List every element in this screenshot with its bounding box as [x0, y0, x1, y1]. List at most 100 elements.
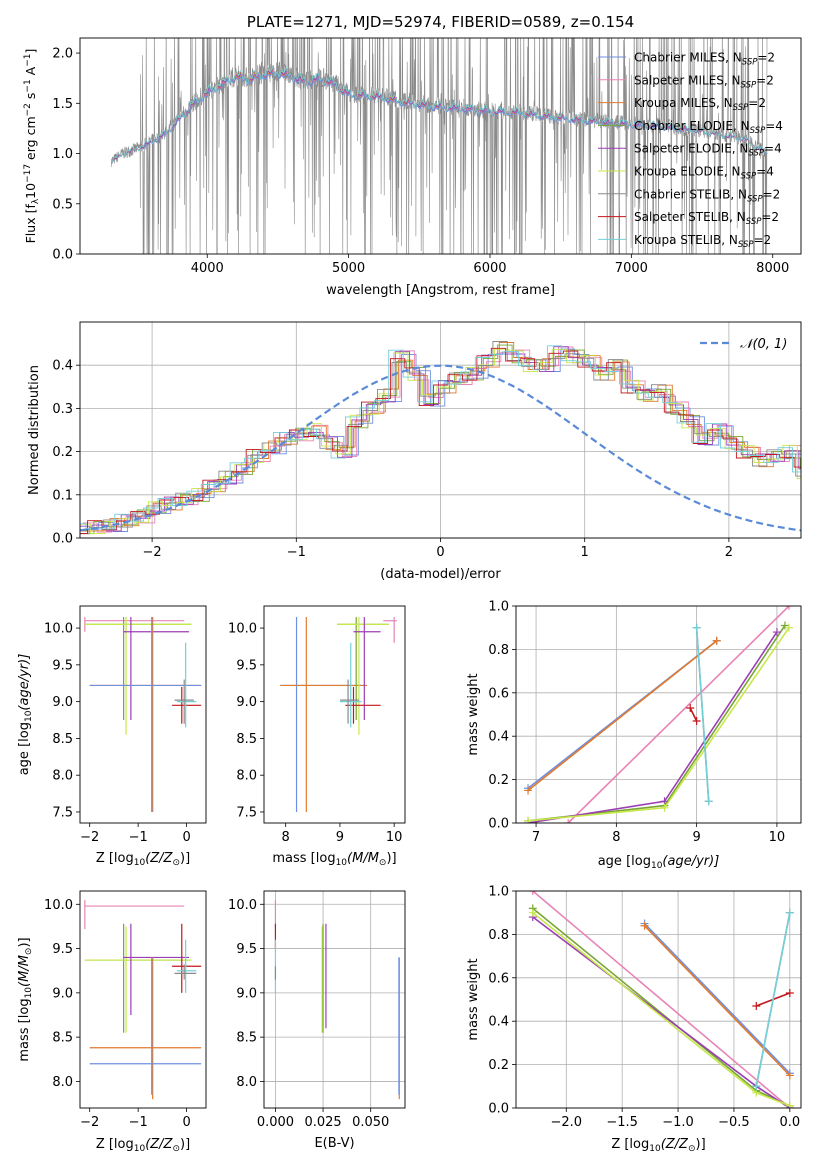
age_vs_mass-xtick-label: 9 [336, 830, 344, 845]
spectrum-model-kroupa_stelib [110, 66, 768, 164]
spectrum-legend-label: Salpeter STELIB, NSSP=2 [634, 210, 779, 227]
age_vs_z-axes: −2 −1 0 7.5 8.0 8.5 9.0 9.5 10.0 [44, 606, 206, 845]
massweight_vs_z-line-kroupa_miles [643, 925, 791, 1077]
age_vs_z-ytick-label: 9.5 [52, 658, 73, 673]
spectrum-ytick-label: 0.0 [52, 248, 73, 263]
age_vs_mass-xtick-label: 8 [282, 830, 290, 845]
spectrum-xlabel: wavelength [Angstrom, rest frame] [326, 283, 555, 298]
mass_vs_z-xtick-label: 0 [182, 1115, 190, 1130]
massweight_vs_age-ytick-label: 0.6 [488, 686, 509, 701]
spectrum-legend-label: Kroupa MILES, NSSP=2 [634, 96, 766, 113]
mass_vs_ebv-ytick-label: 10.0 [228, 898, 257, 913]
massweight_vs_z-xtick-label: −0.5 [718, 1115, 750, 1130]
residuals-xlabel: (data-model)/error [380, 567, 501, 582]
mass_vs_z-xtick-label: −2 [80, 1115, 99, 1130]
residuals-xtick-label: 2 [725, 545, 733, 560]
residuals-xtick-label: −1 [287, 545, 306, 560]
massweight_vs_z-marker [785, 908, 794, 917]
residuals-ytick-label: 0.3 [52, 402, 73, 417]
mass_vs_ebv-ytick-label: 9.5 [236, 942, 257, 957]
massweight_vs_z-ytick-label: 0.8 [488, 928, 509, 943]
massweight_vs_age-ylabel: mass weight [466, 673, 481, 755]
spectrum-ylabel: Flux [fλ10−17 erg cm−2 s−1 A−1] [23, 49, 41, 244]
mass_vs_ebv-xtick-label: 0.025 [304, 1115, 341, 1130]
age_vs_mass-frame [263, 605, 406, 824]
massweight_vs_age-marker [564, 819, 573, 823]
residuals-ytick-label: 0.0 [52, 532, 73, 547]
massweight_vs_age-series [524, 606, 793, 823]
age_vs_mass-xtick-label: 10 [386, 830, 403, 845]
massweight_vs_age-line-kroupa_miles [527, 640, 718, 792]
massweight_vs_z-line-chabrier_miles [643, 922, 791, 1074]
age_vs_z-xlabel: Z [log10(Z/Z⊙)] [96, 851, 190, 868]
residuals-xtick-label: −2 [143, 545, 162, 560]
residuals-ytick-label: 0.4 [52, 359, 73, 374]
age_vs_z-ytick-label: 7.5 [52, 805, 73, 820]
massweight_vs_age-ytick-label: 0.8 [488, 643, 509, 658]
massweight_vs_age-marker [784, 606, 793, 610]
residuals-ylabel: Normed distribution [27, 365, 42, 495]
spectrum-ytick-label: 2.0 [52, 47, 73, 62]
spectrum-ytick-label: 1.0 [52, 147, 73, 162]
mass_vs_z-xtick-label: −1 [129, 1115, 148, 1130]
residuals-axes: −2 −1 0 1 2 0.0 0.1 0.2 0.3 0.4 [52, 322, 801, 560]
age_vs_mass-xlabel: mass [log10(M/M⊙)] [272, 851, 396, 868]
massweight_vs_age-marker [692, 717, 701, 726]
massweight_vs_age-xtick-label: 9 [692, 830, 700, 845]
residuals-series [80, 341, 801, 535]
massweight_vs_age-marker [772, 628, 781, 637]
age_vs_z-ytick-label: 8.5 [52, 732, 73, 747]
massweight_vs_z-plot-bg [516, 891, 801, 1108]
massweight_vs_z-marker [752, 1082, 761, 1091]
residuals-hist-kroupa_miles [81, 342, 801, 532]
residuals-hist-salpeter_stelib [80, 347, 801, 534]
mass_vs_ebv-ytick-label: 8.5 [236, 1031, 257, 1046]
residuals-xtick-label: 0 [436, 545, 444, 560]
age_vs_z-ytick-label: 10.0 [44, 622, 73, 637]
age_vs_z-series [84, 617, 202, 812]
residuals-ytick-label: 0.1 [52, 488, 73, 503]
age_vs_z-xtick-label: −1 [129, 830, 148, 845]
massweight_vs_age-ytick-label: 0.2 [488, 773, 509, 788]
residuals-xtick-label: 1 [581, 545, 589, 560]
massweight_vs_age-marker [712, 636, 721, 645]
spectrum-legend-label: Chabrier STELIB, NSSP=2 [634, 187, 780, 204]
massweight_vs_z-ytick-label: 0.0 [488, 1102, 509, 1117]
massweight_vs_age-xlabel: age [log10(age/yr)] [598, 854, 720, 871]
age_vs_mass-ytick-label: 7.5 [236, 805, 257, 820]
spectrum-xtick-label: 8000 [756, 261, 789, 276]
massweight_vs_age-xtick-label: 10 [769, 830, 786, 845]
age_vs_z-frame [79, 605, 207, 824]
spectrum-xtick-label: 6000 [473, 261, 506, 276]
spectrum-legend-label: Salpeter ELODIE, NSSP=4 [634, 142, 782, 159]
massweight_vs_z-marker [640, 921, 649, 930]
massweight_vs_z-marker [528, 908, 537, 917]
age_vs_mass-ytick-label: 8.5 [236, 732, 257, 747]
massweight_vs_age-ytick-label: 1.0 [488, 600, 509, 615]
age_vs_mass-ytick-label: 10.0 [228, 622, 257, 637]
age_vs_z-plot-bg [80, 606, 206, 823]
massweight_vs_age-marker [524, 786, 533, 795]
massweight_vs_age-marker [524, 816, 533, 823]
massweight_vs_age-line-salpeter_miles [567, 606, 790, 823]
age_vs_mass-plot-bg [264, 606, 405, 823]
mass_vs_ebv-plot-bg [264, 891, 405, 1108]
spectrum-xtick-label: 4000 [191, 261, 224, 276]
mass_vs_z-frame [79, 890, 207, 1109]
massweight_vs_age-xtick-label: 8 [612, 830, 620, 845]
age_vs_mass-ytick-label: 8.0 [236, 769, 257, 784]
massweight_vs_z-axes: −2.0 −1.5 −1.0 −0.5 0.0 0.0 0.2 0.4 0.6 0.8 1.0 [488, 885, 801, 1130]
age_vs_z-ytick-label: 9.0 [52, 695, 73, 710]
massweight_vs_z-marker [785, 1071, 794, 1080]
massweight_vs_z-ytick-label: 0.6 [488, 971, 509, 986]
massweight_vs_age-marker [780, 621, 789, 630]
massweight_vs_age-plot-bg [516, 606, 801, 823]
mass_vs_z-ylabel: mass [log10(M/M⊙)] [17, 937, 34, 1061]
massweight_vs_z-line-kroupa_stelib [755, 912, 791, 1087]
massweight_vs_z-series [528, 891, 794, 1108]
massweight_vs_age-frame [515, 605, 802, 824]
spectrum-legend-label: Chabrier ELODIE, NSSP=4 [634, 119, 783, 136]
massweight_vs_z-ytick-label: 0.2 [488, 1058, 509, 1073]
massweight_vs_age-line-salpeter_stelib [689, 707, 698, 722]
spectrum-ytick-label: 0.5 [52, 197, 73, 212]
